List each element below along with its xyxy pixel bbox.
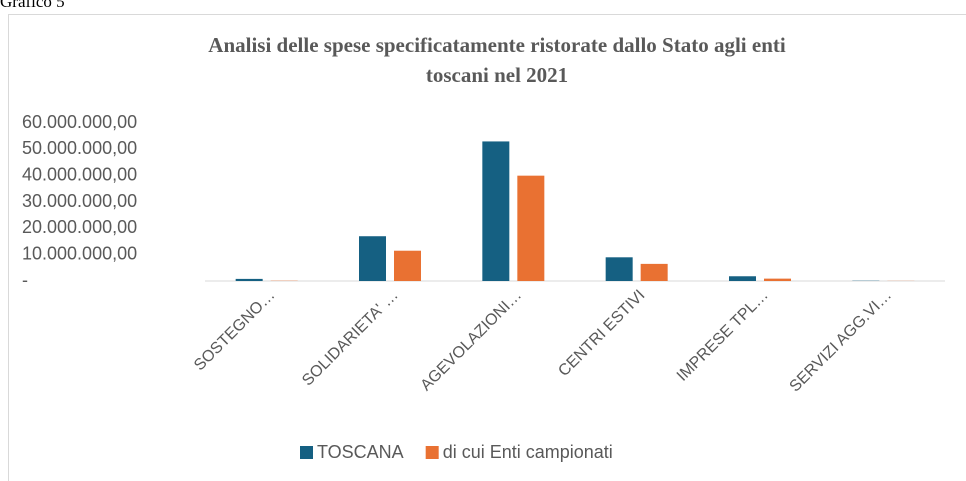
bar [482, 141, 510, 281]
legend-swatch [300, 446, 313, 459]
legend-swatch [425, 446, 439, 459]
bar [359, 236, 386, 281]
bar [729, 276, 756, 281]
bar [640, 263, 668, 281]
y-tick-label: 40.000.000,00 [22, 164, 137, 184]
legend-label: TOSCANA [317, 442, 404, 462]
x-tick-label: CENTRI ESTIVI [555, 287, 648, 380]
bar [517, 175, 545, 281]
bar [235, 278, 263, 281]
y-tick-label: 50.000.000,00 [22, 138, 137, 158]
chart-frame [8, 14, 966, 481]
caption: Grafico 5 [0, 0, 65, 11]
y-tick-label: 20.000.000,00 [22, 217, 137, 237]
bar [764, 278, 791, 281]
x-tick-label: SERVIZI AGG.VI… [787, 287, 896, 396]
x-tick-label: IMPRESE TPL… [674, 287, 772, 385]
bar [605, 257, 633, 281]
y-tick-label: 60.000.000,00 [22, 112, 137, 132]
y-tick-label: 10.000.000,00 [22, 243, 137, 263]
chart-title: toscani nel 2021 [426, 63, 568, 87]
bar [394, 250, 421, 281]
legend-label: di cui Enti campionati [443, 442, 613, 462]
x-tick-label: SOLIDARIETA' … [299, 287, 402, 390]
chart-title: Analisi delle spese specificatamente ris… [208, 33, 786, 57]
y-tick-label: 30.000.000,00 [22, 191, 137, 211]
x-tick-label: SOSTEGNO… [191, 287, 278, 374]
x-tick-label: AGEVOLAZIONI… [418, 287, 526, 395]
y-tick-label: - [22, 270, 28, 290]
